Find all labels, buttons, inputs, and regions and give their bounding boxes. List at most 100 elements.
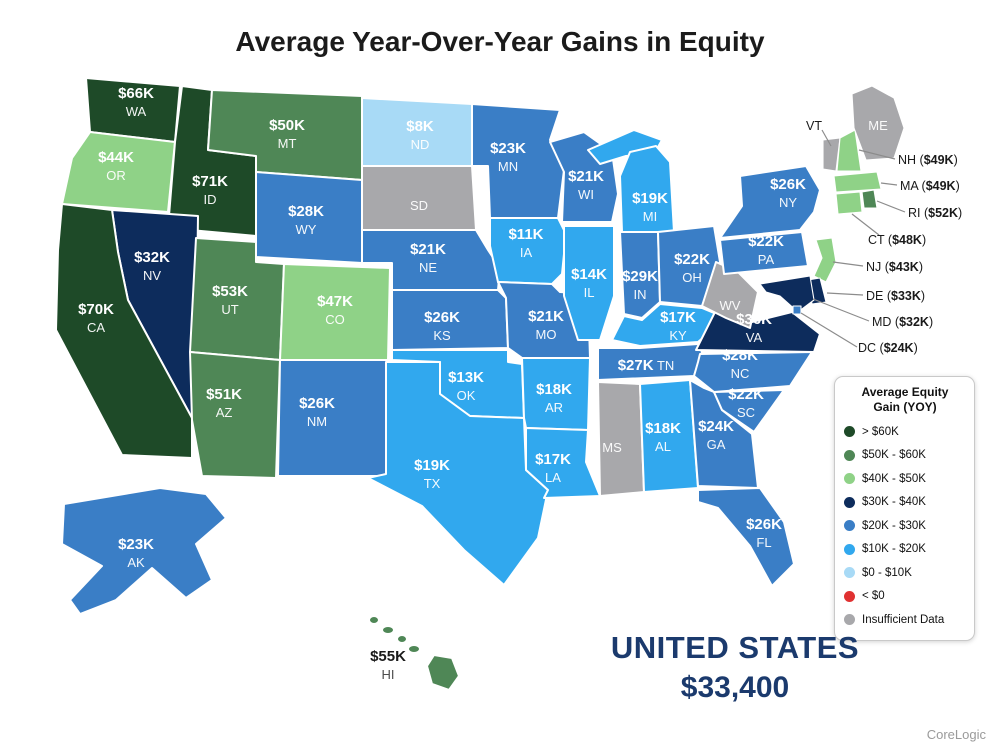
state-or — [61, 131, 176, 213]
legend-item-0-10: $0 - $10K — [844, 561, 966, 585]
state-label-mt: $50K MT — [269, 117, 305, 151]
state-label-nm: $26K NM — [299, 395, 335, 429]
state-label-ri: RI ($52K) — [908, 206, 962, 220]
legend-item-neg: < $0 — [844, 585, 966, 609]
legend-color-dot — [844, 543, 855, 555]
state-label-ct: CT ($48K) — [868, 233, 926, 247]
us-summary-label: UNITED STATES — [610, 630, 860, 665]
legend-item-50-60: $50K - $60K — [844, 444, 966, 468]
state-label-ak: $23K AK — [118, 536, 154, 570]
state-md — [759, 275, 815, 313]
callout-line-de — [826, 292, 864, 296]
state-ms — [597, 381, 645, 497]
state-label-md: MD ($32K) — [872, 315, 933, 329]
state-label-oh: $22K OH — [674, 251, 710, 285]
legend-item-40-50: $40K - $50K — [844, 467, 966, 491]
state-label-az: $51K AZ — [206, 386, 242, 420]
state-label-me: ME — [868, 118, 888, 133]
legend-item-label: Insufficient Data — [862, 613, 945, 626]
state-ny — [719, 165, 821, 239]
state-me — [851, 85, 905, 161]
state-label-ky: $17K KY — [660, 309, 696, 343]
callout-lines — [800, 129, 906, 348]
state-label-ga: $24K GA — [698, 418, 734, 452]
map-title: Average Year-Over-Year Gains in Equity — [235, 26, 765, 57]
state-ca — [55, 203, 193, 459]
legend-item-label: < $0 — [862, 590, 885, 603]
legend-item-10-20: $10K - $20K — [844, 538, 966, 562]
callout-line-md — [812, 298, 870, 322]
state-label-la: $17K LA — [535, 451, 571, 485]
state-label-mo: $21K MO — [528, 308, 564, 342]
legend-title: Average Equity Gain (YOY) — [861, 385, 949, 414]
state-label-ar: $18K AR — [536, 381, 572, 415]
state-label-wy: $28K WY — [288, 203, 324, 237]
state-label-ny: $26K NY — [770, 176, 806, 210]
state-label-ms: MS — [602, 440, 622, 455]
state-tn — [597, 343, 703, 381]
state-label-nv: $32K NV — [134, 249, 170, 283]
state-tx — [367, 361, 549, 586]
state-label-sd: SD — [410, 198, 428, 213]
state-label-nj: NJ ($43K) — [866, 260, 923, 274]
state-ma — [833, 171, 882, 193]
legend-item-20-30: $20K - $30K — [844, 514, 966, 538]
state-il — [563, 225, 615, 341]
callout-line-nh — [858, 149, 896, 160]
state-vt — [822, 137, 841, 172]
state-ga — [689, 379, 759, 489]
state-label-wa: $66K WA — [118, 85, 154, 119]
legend-color-dot — [844, 614, 855, 626]
state-az — [189, 351, 281, 479]
legend-color-dot — [844, 590, 855, 602]
legend-color-dot — [844, 449, 855, 461]
state-label-wi: $21K WI — [568, 168, 604, 202]
state-label-ne: $21K NE — [410, 241, 446, 275]
state-label-sc: $22K SC — [728, 386, 764, 420]
state-ky — [611, 303, 727, 347]
legend-color-dot — [844, 567, 855, 579]
legend-color-dot — [844, 520, 855, 532]
state-pa — [719, 231, 809, 275]
state-dc — [792, 305, 802, 315]
state-label-vt: VT — [806, 119, 822, 133]
state-la — [525, 427, 601, 499]
state-al — [639, 379, 699, 493]
legend-color-dot — [844, 473, 855, 485]
state-label-ma: MA ($49K) — [900, 179, 960, 193]
state-label-ia: $11K IA — [508, 226, 543, 260]
state-label-co: $47K CO — [317, 293, 353, 327]
state-fl — [697, 487, 795, 587]
us-summary-value: $33,400 — [680, 671, 790, 704]
callout-line-nj — [832, 261, 864, 267]
state-hi — [368, 615, 460, 691]
state-label-tx: $19K TX — [414, 457, 450, 491]
callout-line-ct — [851, 213, 880, 236]
state-nj — [813, 237, 837, 283]
state-label-tn: $27K TN — [618, 357, 675, 374]
legend-item-na: Insufficient Data — [844, 608, 966, 632]
state-label-id: $71K ID — [192, 173, 228, 207]
state-label-de: DE ($33K) — [866, 289, 925, 303]
state-label-dc: DC ($24K) — [858, 341, 918, 355]
legend-color-dot — [844, 426, 855, 438]
state-label-nc: $28K NC — [722, 347, 758, 381]
legend-item-label: $20K - $30K — [862, 519, 926, 532]
legend-item-label: $10K - $20K — [862, 543, 926, 556]
state-label-ok: $13K OK — [448, 369, 484, 403]
state-label-mn: $23K MN — [490, 140, 526, 174]
state-label-ks: $26K KS — [424, 309, 460, 343]
state-label-ca: $70K CA — [78, 301, 114, 335]
legend-item-label: $0 - $10K — [862, 566, 912, 579]
state-ri — [861, 189, 878, 209]
state-label-pa: $22K PA — [748, 233, 784, 267]
legend-item-label: > $60K — [862, 425, 899, 438]
state-label-ut: $53K UT — [212, 283, 248, 317]
source-credit: CoreLogic — [926, 727, 986, 742]
state-label-or: $44K OR — [98, 149, 134, 183]
state-label-in: $29K IN — [622, 268, 658, 302]
state-label-il: $14K IL — [571, 266, 607, 300]
state-sc — [713, 389, 785, 433]
